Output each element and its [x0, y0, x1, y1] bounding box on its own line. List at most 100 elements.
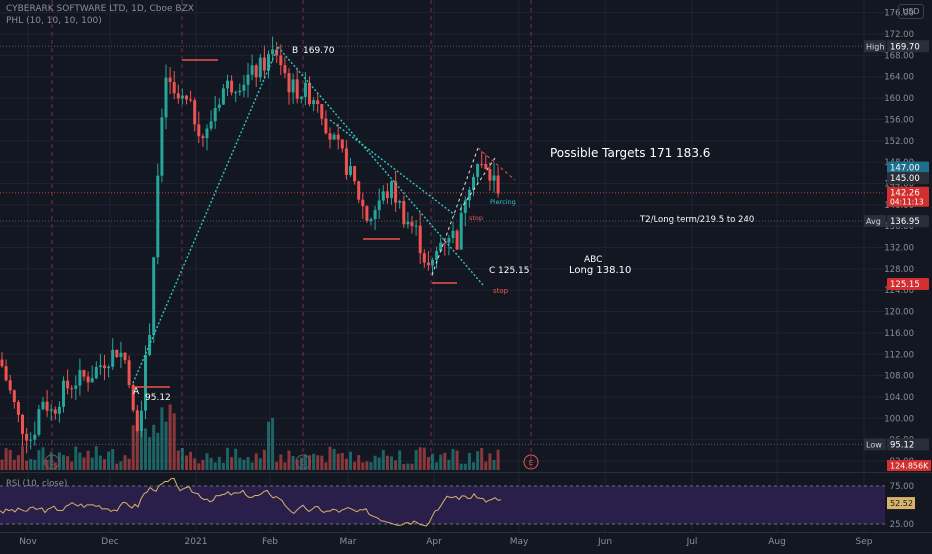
pivot-c-label: C [489, 266, 495, 276]
price-tag-countdown: 04:11:13 [890, 198, 924, 207]
volume-bar [357, 455, 361, 470]
volume-bar [398, 450, 402, 470]
candle-body [33, 434, 37, 440]
candle-body [98, 365, 102, 368]
volume-bar [262, 449, 266, 470]
volume-bar [172, 413, 176, 470]
volume-bar [74, 446, 78, 470]
event-marker-label: E [301, 459, 305, 467]
volume-bar [144, 428, 147, 470]
candle-body [180, 95, 184, 99]
volume-bar [353, 461, 357, 470]
candle-body [447, 238, 451, 243]
candle-body [402, 201, 406, 225]
y-axis-tick-label: 164.00 [884, 73, 914, 83]
y-axis-tick-label: 104.00 [884, 393, 914, 403]
candle-body [377, 200, 381, 211]
x-axis-tick-label: Jul [686, 537, 698, 547]
candle-body [295, 79, 299, 99]
price-tag-bg [887, 172, 929, 185]
pivot-a-value: 95.12 [145, 393, 171, 403]
candle-body [467, 189, 471, 201]
candle-body [115, 349, 119, 357]
candle-body [221, 88, 225, 105]
volume-bar [484, 461, 488, 470]
volume-bar [135, 422, 139, 470]
price-tag-bg [887, 438, 929, 451]
volume-bar [365, 461, 369, 470]
x-axis-tick-label: Aug [768, 537, 786, 547]
candle-body [107, 366, 111, 369]
volume-bar [197, 463, 201, 470]
currency-button[interactable]: USD [898, 4, 924, 19]
event-marker-label: E [529, 459, 533, 467]
candle-body [193, 100, 197, 125]
price-tag-value: 169.70 [890, 42, 920, 52]
candle-body [4, 366, 8, 381]
candle-body [119, 352, 123, 357]
volume-bar [168, 404, 172, 470]
volume-bar [16, 455, 20, 470]
rsi-label: RSI (10, close) [6, 479, 67, 489]
candle-body [226, 80, 229, 89]
volume-bar [455, 450, 459, 470]
volume-bar [250, 462, 254, 470]
candle-body [418, 225, 422, 254]
volume-bar [373, 455, 377, 470]
volume-bar [340, 452, 344, 470]
volume-bar [447, 459, 451, 470]
candle-body [324, 118, 328, 134]
candle-body [279, 55, 283, 66]
volume-bar [332, 448, 336, 470]
y-axis-tick-label: 108.00 [884, 372, 914, 382]
candle-body [242, 84, 246, 91]
volume-bar [29, 458, 33, 470]
volume-bar [4, 448, 8, 470]
pivot-b-value: 169.70 [303, 46, 335, 56]
volume-bar [156, 432, 160, 470]
candle-body [0, 359, 4, 367]
candle-body [135, 410, 139, 431]
candle-body [246, 74, 250, 85]
volume-bar [152, 424, 156, 470]
candle-body [230, 80, 234, 93]
volume-bar [459, 463, 463, 470]
volume-tag-value: 124.856K [890, 462, 929, 471]
volume-bar [12, 459, 16, 470]
volume-bar [435, 462, 439, 470]
volume-bar [221, 462, 225, 470]
candle-body [16, 402, 20, 415]
candle-body [496, 175, 500, 194]
volume-bar [189, 451, 193, 470]
x-axis-tick-label: Mar [340, 537, 357, 547]
x-axis-tick-label: Jun [597, 537, 612, 547]
volume-bar [406, 463, 410, 470]
candle-body [455, 230, 459, 250]
volume-bar [45, 459, 49, 470]
candle-body [49, 409, 53, 411]
y-axis-tick-label: 160.00 [884, 94, 914, 104]
volume-bar [344, 458, 348, 470]
volume-bar [193, 458, 197, 470]
candle-body [111, 349, 115, 367]
volume-bar [78, 452, 82, 470]
volume-bar [209, 457, 213, 470]
candle-body [82, 370, 86, 377]
candle-body [70, 388, 74, 390]
volume-bar [98, 455, 102, 470]
y-axis-tick-label: 152.00 [884, 137, 914, 147]
volume-bar [312, 453, 316, 470]
candle-body [291, 79, 295, 93]
candle-body [144, 355, 147, 411]
volume-bar [303, 454, 307, 470]
candle-body [443, 242, 447, 244]
volume-bar [90, 457, 94, 470]
volume-bar [131, 425, 135, 470]
candle-body [299, 96, 303, 99]
volume-bar [185, 455, 188, 470]
candle-body [476, 163, 480, 177]
price-tag-name-bg [864, 438, 886, 451]
candle-body [488, 169, 492, 181]
